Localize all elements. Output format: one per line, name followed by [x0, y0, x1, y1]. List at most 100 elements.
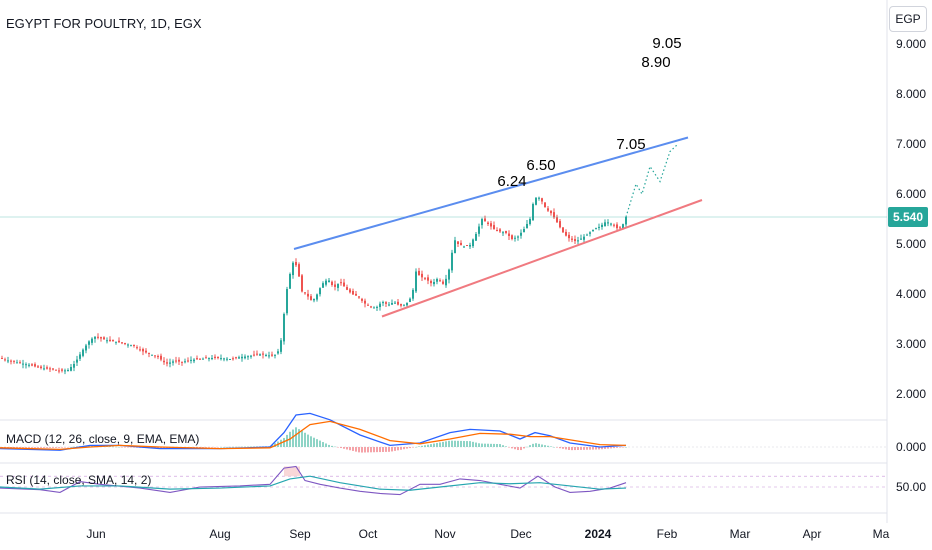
candle-body: [67, 370, 69, 371]
candle-body: [262, 353, 264, 355]
macd-histogram-bar: [358, 447, 360, 453]
macd-histogram-bar: [616, 447, 618, 448]
candle-body: [28, 364, 30, 366]
macd-histogram-bar: [409, 447, 411, 449]
macd-histogram-bar: [496, 443, 498, 447]
price-tick-label: 7.000: [896, 137, 926, 151]
macd-histogram-bar: [241, 446, 243, 448]
time-tick-label: Aug: [209, 527, 230, 541]
price-tick-label: 6.000: [896, 187, 926, 201]
candle-body: [271, 354, 273, 356]
candle-body: [58, 370, 60, 372]
macd-pane: 0.000: [0, 412, 926, 454]
candle-body: [571, 238, 573, 240]
signal-line: [0, 420, 627, 451]
macd-histogram-bar: [319, 440, 321, 447]
macd-histogram-bar: [76, 446, 78, 447]
candle-body: [145, 350, 147, 353]
macd-histogram-bar: [625, 447, 627, 448]
candle-body: [583, 236, 585, 240]
macd-histogram-bar: [340, 447, 342, 449]
macd-histogram-bar: [514, 447, 516, 450]
time-tick-label: Mar: [730, 527, 751, 541]
candle-body: [172, 361, 174, 363]
macd-histogram-bar: [43, 447, 45, 448]
rsi-tick-label: 50.00: [896, 480, 926, 494]
macd-histogram-bar: [133, 447, 135, 448]
candle-body: [238, 357, 240, 359]
candle-body: [277, 351, 279, 354]
candle-body: [433, 282, 435, 285]
macd-histogram-bar: [88, 445, 90, 447]
candle-body: [301, 275, 303, 292]
candle-body: [175, 360, 177, 362]
macd-histogram-bar: [253, 446, 255, 447]
candle-body: [307, 293, 309, 297]
candle-body: [37, 366, 39, 368]
macd-histogram-bar: [460, 440, 462, 447]
macd-histogram-bar: [556, 447, 558, 448]
candle-body: [100, 337, 102, 339]
projection-path: [625, 143, 679, 218]
macd-histogram-bar: [418, 446, 420, 447]
last-price-bg: [888, 207, 928, 227]
candle-body: [436, 279, 438, 282]
macd-histogram-bar: [238, 446, 240, 448]
candle-body: [595, 228, 597, 230]
candle-body: [91, 338, 93, 343]
macd-histogram-bar: [226, 446, 228, 448]
currency-badge[interactable]: EGP: [889, 6, 927, 32]
candle-body: [445, 278, 447, 286]
macd-histogram-bar: [337, 447, 339, 448]
time-tick-label: Ma: [873, 527, 890, 541]
candle-body: [130, 345, 132, 347]
macd-histogram-bar: [610, 447, 612, 449]
macd-histogram-bar: [316, 439, 318, 447]
projection-line: [625, 143, 679, 218]
candle-body: [610, 223, 612, 225]
candle-body: [448, 269, 450, 280]
macd-histogram-bar: [349, 447, 351, 451]
candle-body: [196, 358, 198, 360]
candle-body: [34, 364, 36, 367]
macd-histogram-bar: [244, 446, 246, 448]
macd-histogram-bar: [535, 443, 537, 447]
candle-body: [457, 241, 459, 244]
candle-body: [565, 231, 567, 236]
candle-body: [493, 225, 495, 229]
macd-histogram-bar: [574, 447, 576, 451]
candle-body: [550, 210, 552, 214]
macd-histogram-bar: [382, 447, 384, 452]
macd-histogram-bar: [301, 430, 303, 447]
candle-body: [88, 341, 90, 345]
macd-histogram-bar: [457, 440, 459, 447]
macd-histogram-bar: [220, 446, 222, 448]
price-annotation: 8.90: [641, 54, 670, 71]
macd-histogram-bar: [613, 447, 615, 449]
macd-histogram-bar: [622, 447, 624, 448]
macd-histogram-bar: [115, 446, 117, 448]
lower-trend-line: [381, 199, 703, 318]
candle-body: [7, 360, 9, 362]
macd-histogram-bar: [352, 447, 354, 451]
macd-histogram-bar: [37, 447, 39, 448]
candle-body: [310, 296, 312, 301]
price-annotation: 6.50: [526, 157, 555, 174]
candle-body: [544, 202, 546, 208]
candle-body: [574, 239, 576, 242]
candle-body: [364, 300, 366, 304]
candle-body: [385, 302, 387, 304]
time-tick-label: Nov: [434, 527, 455, 541]
candle-body: [166, 362, 168, 364]
macd-histogram-bar: [427, 444, 429, 447]
macd-histogram-bar: [562, 447, 564, 449]
candle-body: [112, 340, 114, 342]
macd-histogram-bar: [532, 443, 534, 447]
candle-body: [190, 359, 192, 361]
candle-body: [397, 301, 399, 305]
candle-body: [316, 294, 318, 300]
macd-histogram-bar: [325, 443, 327, 447]
candle-body: [193, 359, 195, 362]
candle-body: [613, 224, 615, 226]
